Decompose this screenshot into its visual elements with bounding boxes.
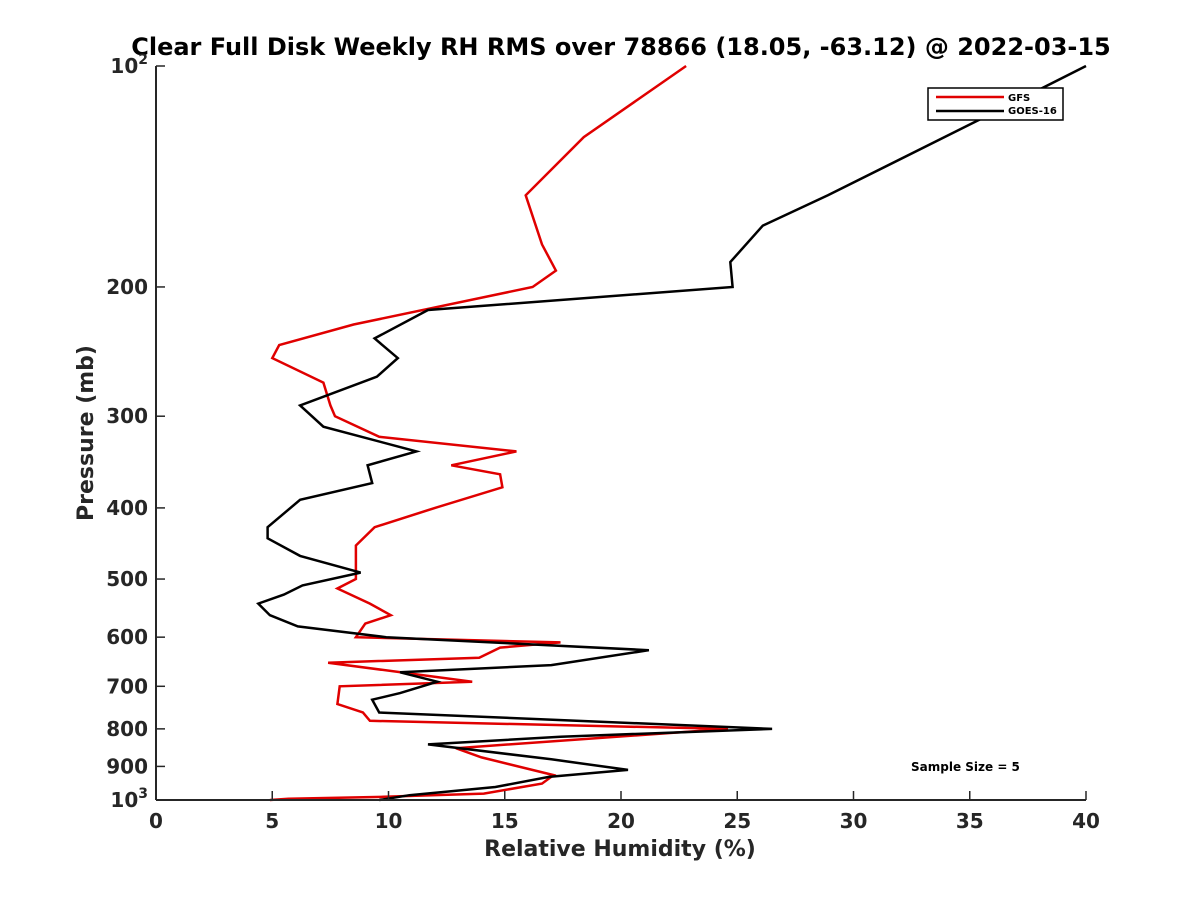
chart-title: Clear Full Disk Weekly RH RMS over 78866… — [131, 33, 1111, 61]
x-tick-label: 20 — [607, 809, 635, 833]
y-tick-label: 400 — [106, 496, 148, 520]
x-tick-label: 15 — [491, 809, 519, 833]
tick-labels: 0 5 10 15 20 25 30 35 40 102 200 300 400 500 600 700 800… — [106, 52, 1100, 833]
x-tick-label: 10 — [375, 809, 403, 833]
sample-size-annotation: Sample Size = 5 — [911, 760, 1020, 774]
x-tick-label: 30 — [840, 809, 868, 833]
y-axis-label: Pressure (mb) — [74, 345, 99, 521]
y-tick-label: 103 — [110, 786, 148, 812]
x-tick-label: 40 — [1072, 809, 1100, 833]
y-tick-label: 800 — [106, 717, 148, 741]
y-tick-label: 500 — [106, 567, 148, 591]
x-axis-label: Relative Humidity (%) — [484, 837, 756, 862]
axes — [155, 65, 1087, 801]
legend-box — [927, 87, 1064, 121]
x-tick-label: 35 — [956, 809, 984, 833]
plot-series — [256, 64, 1087, 802]
legend-label-gfs: GFS — [1008, 93, 1030, 104]
series-line-goes-16 — [256, 64, 1087, 802]
x-tick-label: 0 — [149, 809, 163, 833]
x-tick-label: 5 — [265, 809, 279, 833]
y-tick-label: 102 — [110, 52, 148, 78]
y-tick-label: 300 — [106, 404, 148, 428]
series-line-gfs — [269, 64, 729, 802]
y-tick-label: 700 — [106, 674, 148, 698]
y-tick-label: 900 — [106, 754, 148, 778]
x-tick-label: 25 — [723, 809, 751, 833]
legend-label-goes-16: GOES-16 — [1008, 106, 1057, 117]
y-tick-label: 600 — [106, 625, 148, 649]
y-tick-label: 200 — [106, 275, 148, 299]
legend: GFS GOES-16 — [927, 87, 1064, 121]
